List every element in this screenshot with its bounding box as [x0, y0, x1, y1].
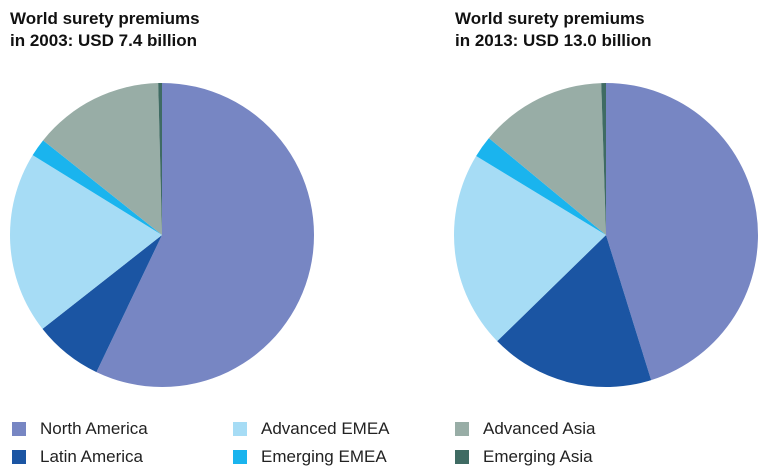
- pie-slice-2013-advanced-asia: [488, 83, 606, 235]
- pie-slice-2003-emerging-asia: [158, 83, 162, 235]
- pie-slice-2003-emerging-emea: [32, 140, 163, 235]
- chart-title-2013-line-2: in 2013: USD 13.0 billion: [455, 31, 652, 50]
- pie-slice-2003-advanced-emea: [9, 155, 162, 329]
- chart-title-2003: World surety premiums in 2003: USD 7.4 b…: [10, 8, 200, 52]
- chart-title-2003-line-1: World surety premiums: [10, 9, 200, 28]
- pie-chart-2003: [9, 83, 315, 387]
- pie-slice-2013-latin-america: [497, 235, 652, 387]
- pie-slice-2003-north-america: [96, 83, 315, 387]
- chart-title-2013-line-1: World surety premiums: [455, 9, 645, 28]
- pie-slice-2013-north-america: [606, 83, 759, 381]
- pie-slice-2013-advanced-emea: [454, 155, 606, 342]
- chart-title-2003-line-2: in 2003: USD 7.4 billion: [10, 31, 198, 50]
- pie-slice-2003-latin-america: [42, 235, 163, 373]
- pie-chart-2013: [454, 83, 759, 387]
- pie-slice-2013-emerging-asia: [601, 83, 606, 235]
- chart-title-2013: World surety premiums in 2013: USD 13.0 …: [455, 8, 652, 52]
- pie-slice-2003-advanced-asia: [43, 83, 162, 235]
- pie-slice-2013-emerging-emea: [476, 138, 606, 235]
